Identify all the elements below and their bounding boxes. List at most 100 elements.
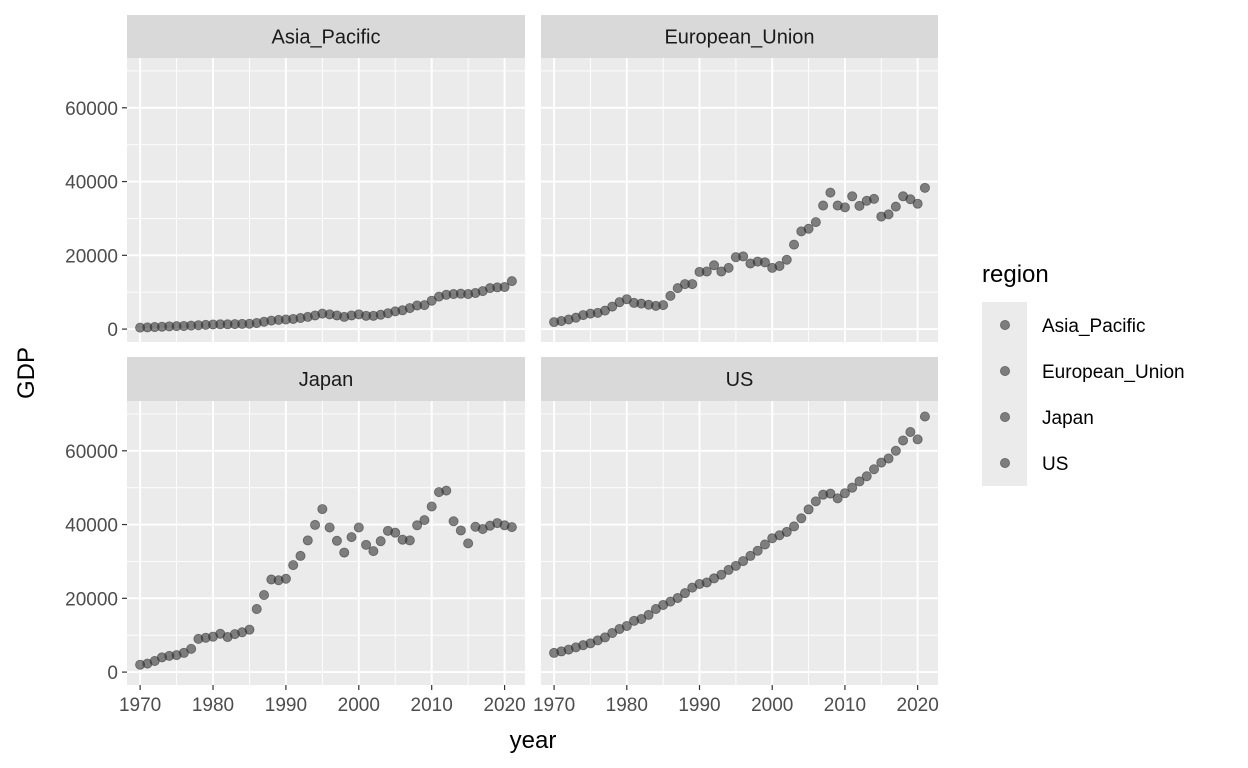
facet-strip-label: Asia_Pacific bbox=[272, 27, 381, 49]
data-point bbox=[774, 261, 785, 272]
data-point bbox=[919, 411, 930, 422]
panel-background bbox=[127, 401, 525, 685]
data-point bbox=[339, 547, 350, 558]
data-point bbox=[658, 300, 669, 311]
data-point bbox=[463, 538, 474, 549]
data-point bbox=[701, 266, 712, 277]
data-point bbox=[847, 191, 858, 202]
data-point bbox=[847, 482, 858, 493]
data-point bbox=[244, 624, 255, 635]
data-point bbox=[825, 488, 836, 499]
data-point bbox=[832, 493, 843, 504]
data-point bbox=[716, 569, 727, 580]
data-point bbox=[854, 200, 865, 211]
data-point bbox=[803, 504, 814, 515]
data-point bbox=[752, 545, 763, 556]
axes-layer: 0 20000 40000 60000 0 20000 40000 60000 1970 1980… bbox=[65, 99, 939, 716]
data-point bbox=[419, 300, 430, 311]
data-point bbox=[499, 282, 510, 293]
data-point bbox=[869, 193, 880, 204]
data-point bbox=[324, 522, 335, 533]
y-tick-label: 0 bbox=[107, 663, 118, 684]
data-point bbox=[412, 520, 423, 531]
data-point bbox=[839, 488, 850, 499]
x-tick-label: 1970 bbox=[119, 695, 161, 716]
x-tick-label: 2020 bbox=[897, 695, 939, 716]
data-point bbox=[441, 485, 452, 496]
y-tick-label: 40000 bbox=[65, 173, 118, 194]
y-tick-label: 20000 bbox=[65, 246, 118, 267]
data-point bbox=[759, 539, 770, 550]
data-point bbox=[789, 521, 800, 532]
data-point bbox=[912, 198, 923, 209]
data-point bbox=[426, 501, 437, 512]
data-point bbox=[738, 251, 749, 262]
data-point bbox=[346, 532, 357, 543]
data-point bbox=[295, 550, 306, 561]
data-point bbox=[745, 550, 756, 561]
legend-key-background bbox=[982, 302, 1027, 486]
data-point bbox=[259, 590, 270, 601]
x-tick-label: 1980 bbox=[606, 695, 648, 716]
legend-key bbox=[1000, 457, 1011, 468]
data-point bbox=[506, 276, 517, 287]
data-point bbox=[810, 496, 821, 507]
data-point bbox=[186, 643, 197, 654]
data-point bbox=[375, 536, 386, 547]
facet-strip bbox=[127, 357, 525, 401]
facet-Japan: Japan bbox=[127, 357, 525, 685]
y-axis-title: GDP bbox=[13, 347, 40, 399]
data-point bbox=[905, 426, 916, 437]
panels-layer: Asia_Pacific European_Union Japan US bbox=[127, 15, 938, 685]
y-tick-label: 20000 bbox=[65, 589, 118, 610]
data-point bbox=[317, 504, 328, 515]
data-point bbox=[310, 519, 321, 530]
legend-items: Asia_Pacific European_Union Japan US bbox=[1000, 316, 1185, 475]
facet-strip bbox=[541, 357, 938, 401]
x-tick-label: 1990 bbox=[678, 695, 720, 716]
data-point bbox=[919, 182, 930, 193]
data-point bbox=[280, 573, 291, 584]
panel-background bbox=[127, 58, 525, 342]
facet-strip bbox=[541, 15, 938, 58]
legend-label: Japan bbox=[1042, 408, 1094, 429]
x-tick-label: 2000 bbox=[338, 695, 380, 716]
data-point bbox=[687, 279, 698, 290]
data-point bbox=[621, 620, 632, 631]
data-point bbox=[803, 223, 814, 234]
data-point bbox=[288, 560, 299, 571]
data-point bbox=[709, 260, 720, 271]
data-point bbox=[854, 476, 865, 487]
data-point bbox=[251, 604, 262, 615]
data-point bbox=[796, 513, 807, 524]
x-tick-label: 1980 bbox=[192, 695, 234, 716]
data-point bbox=[665, 290, 676, 301]
data-point bbox=[361, 539, 372, 550]
data-point bbox=[599, 632, 610, 643]
x-tick-label: 2010 bbox=[824, 695, 866, 716]
data-point bbox=[723, 262, 734, 273]
legend-key bbox=[1000, 319, 1011, 330]
legend-title: region bbox=[982, 261, 1049, 288]
facet-European_Union: European_Union bbox=[541, 15, 938, 342]
x-tick-label: 2010 bbox=[411, 695, 453, 716]
legend-label: US bbox=[1042, 454, 1068, 475]
y-tick-label: 60000 bbox=[65, 442, 118, 463]
data-point bbox=[759, 257, 770, 268]
legend-key bbox=[1000, 365, 1011, 376]
facet-strip-label: US bbox=[726, 369, 754, 391]
data-point bbox=[672, 592, 683, 603]
y-tick-label: 0 bbox=[107, 320, 118, 341]
data-point bbox=[679, 588, 690, 599]
data-point bbox=[912, 434, 923, 445]
x-tick-label: 1990 bbox=[265, 695, 307, 716]
data-point bbox=[353, 522, 364, 533]
data-point bbox=[607, 301, 618, 312]
data-point bbox=[730, 560, 741, 571]
data-point bbox=[890, 445, 901, 456]
y-tick-label: 60000 bbox=[65, 99, 118, 120]
data-point bbox=[781, 254, 792, 265]
x-tick-label: 1970 bbox=[533, 695, 575, 716]
data-point bbox=[455, 525, 466, 536]
